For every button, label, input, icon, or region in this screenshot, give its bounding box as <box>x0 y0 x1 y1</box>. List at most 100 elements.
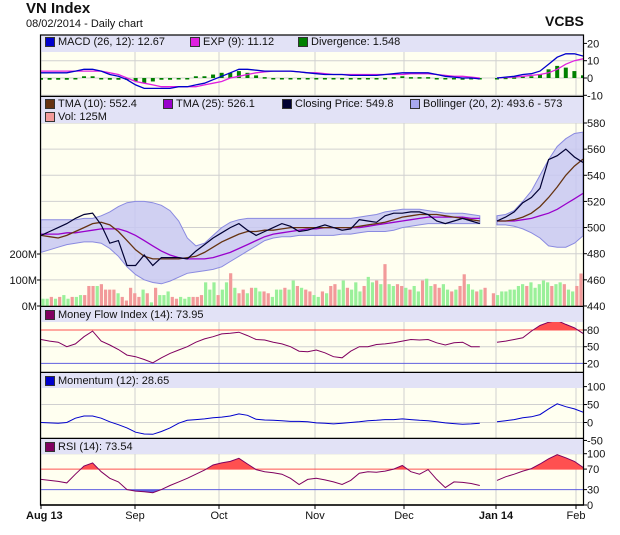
divergence-bar <box>185 78 190 80</box>
volume-bar <box>249 287 254 306</box>
legend-swatch <box>45 310 55 320</box>
divergence-bar <box>365 78 370 80</box>
volume-bar <box>575 285 579 306</box>
volume-bar <box>416 291 420 306</box>
volume-bar <box>295 285 300 306</box>
volume-bar <box>358 291 362 306</box>
y-tick-label: 0 <box>587 73 593 85</box>
volume-bar <box>162 295 166 306</box>
volume-bar <box>103 289 108 306</box>
volume-bar <box>299 287 304 306</box>
volume-bar <box>550 285 554 306</box>
volume-bar <box>241 289 245 306</box>
volume-bar <box>324 293 329 306</box>
divergence-bar <box>193 76 198 78</box>
volume-bar <box>137 296 141 306</box>
legend-entry: RSI (14): 73.54 <box>45 441 133 453</box>
legend-label: RSI (14): 73.54 <box>58 441 133 453</box>
volume-bar <box>579 273 583 306</box>
volume-bar <box>66 298 70 306</box>
momentum-legend-header <box>41 373 583 388</box>
price-legend-header <box>41 97 583 123</box>
volume-bar <box>283 287 287 306</box>
volume-bar <box>354 282 358 306</box>
divergence-bar <box>236 71 241 78</box>
legend-entry: Divergence: 1.548 <box>298 36 400 48</box>
volume-bar <box>466 284 470 306</box>
divergence-bar <box>348 78 353 80</box>
volume-bar <box>512 289 516 306</box>
volume-bar <box>195 296 199 306</box>
divergence-bar <box>211 74 216 78</box>
y-tick-label: 460 <box>587 275 605 287</box>
mfi-panel <box>41 307 583 373</box>
divergence-bar <box>322 78 327 80</box>
legend-label: Bollinger (20, 2): 493.6 - 573 <box>423 98 563 110</box>
volume-bar <box>266 293 270 306</box>
volume-bar <box>495 295 500 306</box>
divergence-bar <box>512 77 517 79</box>
legend-label: TMA (25): 526.1 <box>176 98 255 110</box>
volume-bar <box>291 280 295 306</box>
volume-bar <box>108 289 112 306</box>
divergence-bar <box>417 77 422 79</box>
volume-bar <box>387 284 391 306</box>
rsi-overbought-fill <box>41 458 480 470</box>
volume-bar <box>408 289 412 306</box>
volume-bar <box>170 296 174 306</box>
volume-bar <box>187 296 191 306</box>
volume-bar <box>437 287 441 306</box>
volume-bar <box>383 264 387 306</box>
divergence-bar <box>168 78 173 80</box>
divergence-bar <box>116 78 121 80</box>
legend-entry: TMA (25): 526.1 <box>163 98 255 110</box>
divergence-bar <box>288 78 293 80</box>
y-tick-label: 10 <box>587 56 599 68</box>
volume-bar <box>237 293 241 306</box>
volume-bar <box>220 289 224 306</box>
divergence-bar <box>503 77 508 80</box>
volume-bar <box>554 284 558 306</box>
volume-bar <box>541 280 546 306</box>
volume-bar <box>179 296 183 306</box>
volume-bar <box>483 287 487 306</box>
volume-bar <box>154 287 158 306</box>
legend-entry: Vol: 125M <box>45 111 107 123</box>
y-tick-label: 500 <box>587 223 605 235</box>
volume-bar <box>74 296 78 306</box>
volume-bar <box>128 287 133 306</box>
x-tick-label: Jan 14 <box>479 510 514 522</box>
legend-swatch <box>410 99 420 109</box>
y-tick-label: 440 <box>587 301 605 313</box>
y-tick-label: 480 <box>587 249 605 261</box>
x-tick-label: Nov <box>305 510 325 522</box>
volume-bar <box>566 289 571 306</box>
chart-frame <box>39 34 585 506</box>
y-tick-label: 80 <box>587 325 599 337</box>
volume-bar <box>454 289 458 306</box>
volume-tick-label: 200M <box>9 249 37 261</box>
divergence-bar <box>451 78 456 80</box>
volume-bar <box>329 285 333 306</box>
legend-label: Closing Price: 549.8 <box>295 98 394 110</box>
volume-bar <box>45 298 49 306</box>
divergence-bar <box>391 77 396 79</box>
volume-bar <box>208 289 212 306</box>
volume-bar <box>83 295 87 306</box>
divergence-bar <box>305 78 310 80</box>
volume-bar <box>562 284 566 306</box>
x-tick-label: Aug 13 <box>26 510 63 522</box>
volume-bar <box>78 295 83 306</box>
divergence-bar <box>297 78 302 80</box>
legend-swatch <box>45 442 55 452</box>
x-tick-label: Sep <box>125 510 145 522</box>
volume-bar <box>124 300 129 306</box>
volume-bar <box>41 298 45 306</box>
rsi-oversold-fill <box>41 489 480 493</box>
divergence-bar <box>408 77 413 79</box>
volume-tick-label: 100M <box>9 275 37 287</box>
volume-bar <box>87 285 91 306</box>
volume-bar <box>366 276 370 306</box>
volume-bar <box>546 282 550 306</box>
volume-bar <box>204 282 208 306</box>
